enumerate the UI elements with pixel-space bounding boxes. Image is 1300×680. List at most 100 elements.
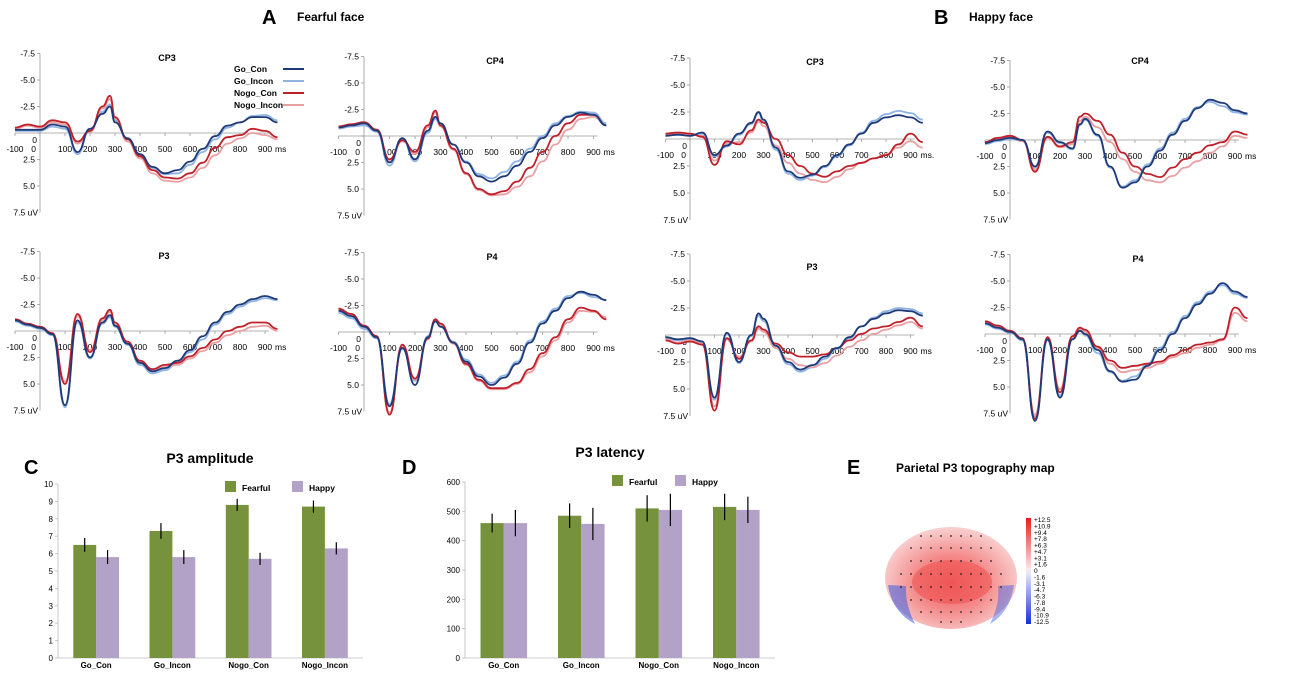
x-tick-label: 900 <box>586 343 600 353</box>
x-tick-label: 900 <box>903 150 917 160</box>
colorbar-labels: +12.5+10.9+9.4+7.8+6.3+4.7+3.1+1.60-1.6-… <box>1034 517 1051 626</box>
electrode-dot <box>960 621 962 623</box>
x-tick-label: 900 <box>903 346 917 356</box>
topography-map: +12.5+10.9+9.4+7.8+6.3+4.7+3.1+1.60-1.6-… <box>885 517 1051 629</box>
category-label: Go_Incon <box>154 661 191 670</box>
electrode-dot <box>950 560 952 562</box>
x-tick-label: 200 <box>1053 345 1067 355</box>
bar-chart-p3-latency: P3 latency 0 100 200 300 400 500 600 Go_Con Go_In… <box>447 444 775 670</box>
y-tick-label: 2 <box>49 619 54 628</box>
x-tick-label: 700 <box>1178 151 1192 161</box>
electrode-dot <box>960 586 962 588</box>
x-tick-label: 900 <box>1228 345 1242 355</box>
x-tick-label: 200 <box>83 342 97 352</box>
series-line-go-con <box>14 295 278 407</box>
y-tick-label: -5.0 <box>670 80 685 90</box>
x-tick-label: 700 <box>208 144 222 154</box>
x-unit-label: ms <box>921 346 932 356</box>
category-label: Go_Con <box>488 661 519 670</box>
bar-happy-nogo-incon <box>736 509 760 658</box>
x-tick-label: 300 <box>108 342 122 352</box>
y-tick-label: -7.5 <box>344 248 359 258</box>
y-tick-label: -5.0 <box>344 78 359 88</box>
bar-fearful-nogo-incon <box>713 506 737 658</box>
electrode-dot <box>980 611 982 613</box>
x-unit-label: ms <box>604 343 615 353</box>
y-tick-label: -2.5 <box>670 303 685 313</box>
colorbar-label: 0 <box>1034 568 1038 575</box>
y-tick-label: -5.0 <box>344 274 359 284</box>
series-line-go-con <box>665 309 923 399</box>
x-tick-label: 0 <box>355 147 360 157</box>
legend-swatch-fearful <box>612 475 623 486</box>
y-tick-label: -2.5 <box>344 301 359 311</box>
panel-title-fearful: Fearful face <box>297 10 365 24</box>
x-tick-label: 800 <box>1203 345 1217 355</box>
y-tick-label: 5.0 <box>23 379 35 389</box>
colorbar-label: +3.1 <box>1034 555 1047 562</box>
y-tick-label: 0 <box>356 334 361 344</box>
electrode-dot <box>980 547 982 549</box>
series-line-nogo-con <box>665 118 923 178</box>
electrode-dot <box>980 586 982 588</box>
y-unit-label: 7.5 uV <box>663 215 688 225</box>
x-tick-label: 400 <box>1103 345 1117 355</box>
electrode-dot <box>900 573 902 575</box>
electrode-dot <box>990 573 992 575</box>
electrode-dot <box>960 599 962 601</box>
scalp-hotspot <box>912 560 992 604</box>
electrode-dot <box>950 586 952 588</box>
y-tick-label: 200 <box>447 595 461 604</box>
legend-label-happy: Happy <box>692 477 718 487</box>
series-line-go-con <box>984 98 1248 189</box>
x-tick-label: 200 <box>732 150 746 160</box>
electrode-dot <box>930 599 932 601</box>
bar-happy-nogo-con <box>658 509 683 658</box>
channel-title: P4 <box>486 252 497 262</box>
electrode-sites <box>900 535 1002 623</box>
scalp-negative-left <box>888 585 915 624</box>
legend-swatch-happy <box>675 475 686 486</box>
x-tick-label: 500 <box>484 343 498 353</box>
colorbar <box>1026 518 1031 624</box>
y-tick-label: 5.0 <box>673 188 685 198</box>
y-unit-label: 7.5 uV <box>13 406 38 416</box>
legend-label-fearful: Fearful <box>629 477 657 487</box>
bar-fearful-nogo-con <box>635 508 659 658</box>
electrode-dot <box>980 599 982 601</box>
erp-waveform-panels: -7.5 -5.0 -2.5 0 2.5 5.0 7.5 uV -100 100 200 300 40… <box>6 49 1256 422</box>
legend-label-go-incon: Go_Incon <box>234 76 273 86</box>
channel-title: CP3 <box>158 53 176 63</box>
panel-title-happy: Happy face <box>969 10 1033 24</box>
x-tick-label: 700 <box>208 342 222 352</box>
y-tick-label: 300 <box>447 566 461 575</box>
y-tick-label: -5.0 <box>670 276 685 286</box>
colorbar-label: -9.4 <box>1034 606 1046 613</box>
bar-happy-nogo-incon <box>324 548 348 658</box>
bar-fearful-nogo-incon <box>302 506 325 658</box>
y-tick-label: 2.5 <box>347 354 359 364</box>
y-tick-label: 0 <box>1002 336 1007 346</box>
electrode-dot <box>970 535 972 537</box>
x-tick-label: -100 <box>976 345 993 355</box>
erp-panel-happy-face-p4: -7.5-5.0-2.502.55.07.5 uV-100 100 200 300 40… <box>976 250 1256 422</box>
erp-panel-fearful-face-cp4: -7.5-5.0-2.502.55.07.5 uV-100 100 200 300 40… <box>330 52 615 221</box>
channel-title: P4 <box>1132 254 1143 264</box>
y-tick-label: 500 <box>447 507 461 516</box>
electrode-dot <box>940 573 942 575</box>
series-line-nogo-con <box>14 95 278 180</box>
x-tick-label: 100 <box>1028 151 1042 161</box>
x-tick-label: 500 <box>158 144 172 154</box>
bar-chart-panels: P3 amplitude 0 1 2 3 4 5 6 7 8 9 10 Go_Con Go_Incon No… <box>44 444 775 670</box>
y-tick-label: -7.5 <box>990 250 1005 260</box>
x-tick-label: 0 <box>1001 345 1006 355</box>
electrode-dot <box>980 560 982 562</box>
x-tick-label: 500 <box>484 147 498 157</box>
x-tick-label: 900 <box>258 144 272 154</box>
y-tick-label: -2.5 <box>20 300 35 310</box>
chart-title: P3 latency <box>575 444 644 460</box>
y-tick-label: 0 <box>456 654 461 663</box>
y-tick-label: 0 <box>32 333 37 343</box>
x-unit-label: ms <box>275 342 286 352</box>
x-tick-label: 0 <box>1001 151 1006 161</box>
